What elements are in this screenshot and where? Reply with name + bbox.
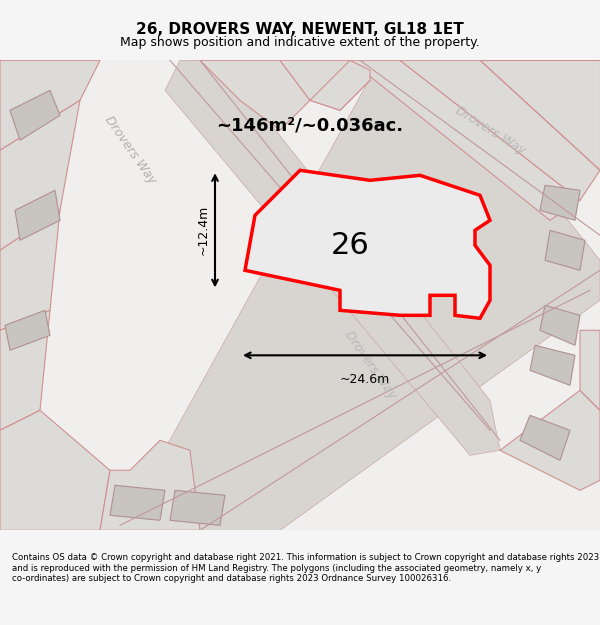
Polygon shape [245,170,490,318]
Polygon shape [0,100,80,250]
Polygon shape [15,190,60,240]
Polygon shape [0,310,50,430]
Polygon shape [170,490,225,525]
Polygon shape [400,60,600,200]
Polygon shape [100,440,200,530]
Polygon shape [10,90,60,140]
Polygon shape [530,345,575,385]
Polygon shape [110,485,165,520]
Text: 26, DROVERS WAY, NEWENT, GL18 1ET: 26, DROVERS WAY, NEWENT, GL18 1ET [136,22,464,37]
Polygon shape [500,390,600,490]
Polygon shape [200,60,310,130]
Polygon shape [540,185,580,220]
Text: Contains OS data © Crown copyright and database right 2021. This information is : Contains OS data © Crown copyright and d… [12,553,599,583]
Text: Drovers Way: Drovers Way [102,114,158,187]
Polygon shape [0,210,60,330]
Polygon shape [310,60,370,110]
Text: ~12.4m: ~12.4m [197,205,210,256]
Text: ~24.6m: ~24.6m [340,373,390,386]
Text: 26: 26 [331,231,370,260]
Polygon shape [120,60,600,530]
Text: Map shows position and indicative extent of the property.: Map shows position and indicative extent… [120,36,480,49]
Polygon shape [5,310,50,350]
Polygon shape [580,330,600,410]
Polygon shape [350,60,580,220]
Polygon shape [0,410,110,530]
Text: Drovers Way: Drovers Way [342,329,398,402]
Polygon shape [165,60,500,455]
Polygon shape [545,230,585,270]
Polygon shape [480,60,600,170]
Polygon shape [280,60,370,110]
Text: ~146m²/~0.036ac.: ~146m²/~0.036ac. [217,116,404,134]
Polygon shape [0,60,100,150]
Polygon shape [540,305,580,345]
Polygon shape [520,415,570,460]
Text: Drovers Way: Drovers Way [452,104,527,157]
